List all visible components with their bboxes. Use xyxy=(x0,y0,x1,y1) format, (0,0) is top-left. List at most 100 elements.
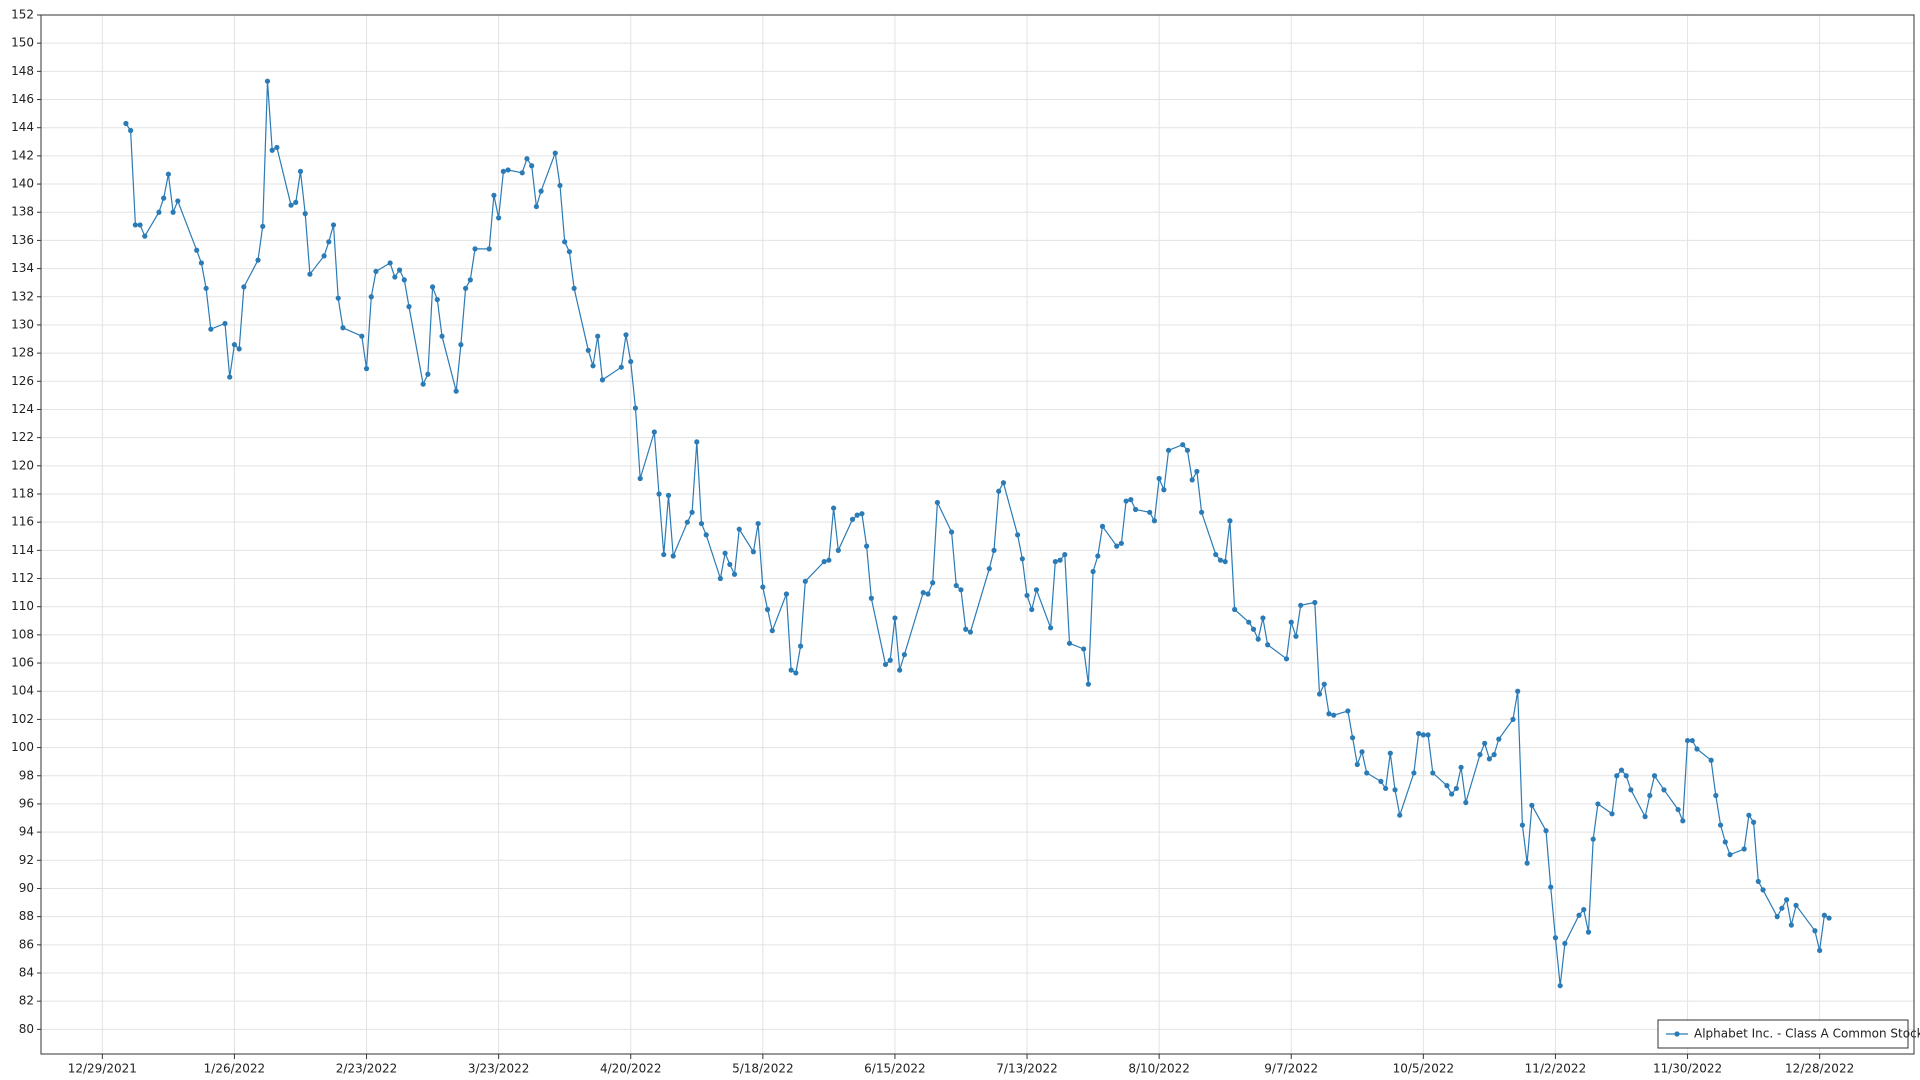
data-point xyxy=(1760,887,1766,893)
data-point xyxy=(1717,822,1724,828)
data-point xyxy=(255,257,261,263)
data-point xyxy=(1581,906,1587,913)
data-point xyxy=(1081,646,1087,652)
data-point xyxy=(552,150,558,156)
data-point xyxy=(750,549,757,555)
data-point xyxy=(128,127,134,134)
data-point xyxy=(533,203,539,210)
data-point xyxy=(132,222,138,228)
y-tick-label: 138 xyxy=(11,205,34,219)
plot-frame xyxy=(40,14,1915,1055)
data-point xyxy=(1283,656,1290,662)
data-point xyxy=(967,629,974,635)
data-point xyxy=(595,333,601,339)
data-point xyxy=(307,271,313,277)
data-point xyxy=(727,561,733,568)
legend: Alphabet Inc. - Class A Common Stock xyxy=(1657,1019,1920,1049)
data-point xyxy=(1147,509,1153,515)
data-point xyxy=(991,547,997,553)
data-point xyxy=(1788,922,1794,928)
data-point xyxy=(198,260,205,266)
data-point xyxy=(1529,802,1535,808)
data-point xyxy=(986,566,992,572)
y-tick-label: 92 xyxy=(19,853,34,867)
y-tick-label: 152 xyxy=(11,8,34,22)
data-point xyxy=(1477,752,1483,758)
data-point xyxy=(1482,740,1488,746)
data-point xyxy=(1614,773,1620,779)
x-tick-label: 3/23/2022 xyxy=(468,1062,530,1076)
data-point xyxy=(920,590,926,596)
data-point xyxy=(1722,839,1728,845)
data-point xyxy=(930,580,936,586)
data-point xyxy=(1684,737,1691,744)
data-point xyxy=(142,233,148,239)
data-point xyxy=(1524,860,1530,866)
data-point xyxy=(340,325,346,331)
data-point xyxy=(1817,947,1823,954)
data-point xyxy=(1387,750,1393,756)
data-point xyxy=(835,547,841,553)
y-tick-label: 124 xyxy=(11,402,34,416)
data-point xyxy=(618,364,624,370)
data-point xyxy=(793,670,799,676)
data-point xyxy=(651,429,657,435)
y-tick-label: 144 xyxy=(11,120,34,134)
data-point xyxy=(1015,532,1021,538)
data-point xyxy=(203,285,209,291)
y-tick-label: 80 xyxy=(19,1022,34,1036)
data-point xyxy=(1595,801,1601,807)
data-point xyxy=(1232,606,1238,613)
data-point xyxy=(1609,811,1615,817)
data-point xyxy=(1425,732,1431,738)
data-point xyxy=(368,294,374,300)
data-point xyxy=(656,491,662,497)
data-point xyxy=(1260,615,1266,621)
data-point xyxy=(585,347,591,353)
x-tick-label: 6/15/2022 xyxy=(864,1062,926,1076)
data-point xyxy=(1378,778,1384,784)
data-point xyxy=(330,222,337,228)
data-point xyxy=(1779,905,1785,911)
data-point xyxy=(703,532,709,538)
data-point xyxy=(156,209,162,215)
data-point xyxy=(632,405,639,411)
data-point xyxy=(1449,791,1455,797)
legend-box xyxy=(1657,1019,1909,1049)
y-tick-label: 102 xyxy=(11,712,34,726)
y-tick-label: 106 xyxy=(11,656,34,670)
data-point xyxy=(892,615,898,621)
data-point xyxy=(590,363,596,369)
data-point xyxy=(1349,735,1356,741)
data-point xyxy=(1515,688,1521,694)
data-point xyxy=(453,388,459,394)
data-point xyxy=(1411,770,1417,776)
data-point xyxy=(505,167,511,173)
data-point xyxy=(434,296,440,303)
y-tick-label: 122 xyxy=(11,430,34,444)
data-point xyxy=(1194,468,1200,475)
data-point xyxy=(236,346,242,352)
data-point xyxy=(1420,732,1426,738)
data-point xyxy=(764,606,771,613)
data-point xyxy=(406,304,412,310)
data-point xyxy=(1774,914,1780,920)
data-point xyxy=(717,575,723,582)
data-point xyxy=(953,582,959,589)
y-tick-label: 108 xyxy=(11,627,34,641)
data-point xyxy=(1099,523,1106,529)
data-point xyxy=(170,209,176,215)
y-tick-label: 140 xyxy=(11,177,34,191)
data-point xyxy=(241,284,247,290)
data-point xyxy=(1562,940,1568,947)
data-point xyxy=(326,239,332,245)
data-point xyxy=(1416,730,1422,737)
y-tick-label: 100 xyxy=(11,740,34,754)
data-point xyxy=(1033,587,1040,593)
data-point xyxy=(1727,852,1733,858)
data-point xyxy=(519,170,525,176)
data-point xyxy=(1019,556,1025,562)
data-point xyxy=(859,511,865,517)
data-point xyxy=(868,595,874,601)
data-point xyxy=(722,550,728,556)
